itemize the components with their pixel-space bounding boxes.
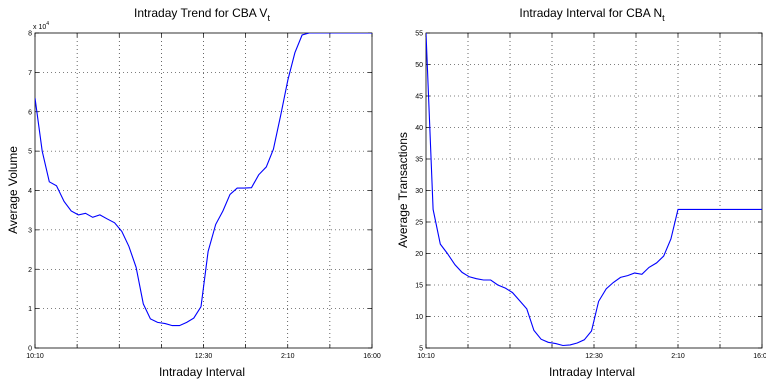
volume-y-tick-label: 2	[28, 267, 32, 274]
transactions-y-tick-label: 35	[415, 157, 423, 164]
transactions-y-tick-label: 45	[415, 94, 423, 101]
transactions-chart-panel: Intraday Interval for CBA Nt Intraday In…	[396, 6, 766, 379]
volume-x-tick-label: 2:10	[281, 353, 295, 360]
transactions-y-tick-label: 20	[415, 251, 423, 258]
volume-chart-panel: Intraday Trend for CBA Vt x 104 Intraday…	[6, 6, 381, 379]
volume-y-tick-label: 3	[28, 227, 32, 234]
transactions-y-tick-label: 30	[415, 188, 423, 195]
transactions-x-tick-label: 10:10	[417, 353, 435, 360]
volume-y-tick-label: 8	[28, 31, 32, 38]
volume-chart-ylabel: Average Volume	[6, 146, 20, 234]
volume-y-tick-label: 4	[28, 188, 32, 195]
volume-x-tick-label: 10:10	[26, 353, 44, 360]
transactions-chart-ylabel: Average Transactions	[396, 132, 410, 248]
transactions-x-tick-label: 12:30	[585, 353, 603, 360]
volume-series-line	[35, 33, 372, 327]
transactions-x-tick-label: 2:10	[671, 353, 685, 360]
transactions-y-tick-label: 25	[415, 220, 423, 227]
volume-chart-xlabel: Intraday Interval	[159, 365, 245, 379]
volume-chart-y-multiplier: x 104	[33, 21, 49, 31]
volume-x-tick-label: 16:00	[363, 353, 381, 360]
transactions-series-line	[426, 33, 762, 347]
transactions-y-tick-label: 40	[415, 125, 423, 132]
transactions-y-tick-label: 55	[415, 31, 423, 38]
volume-y-tick-label: 5	[28, 149, 32, 156]
transactions-y-tick-label: 10	[415, 314, 423, 321]
volume-y-tick-label: 6	[28, 109, 32, 116]
transactions-chart-xlabel: Intraday Interval	[549, 365, 635, 379]
transactions-y-tick-label: 15	[415, 283, 423, 290]
transactions-chart-title: Intraday Interval for CBA Nt	[519, 6, 665, 23]
transactions-x-tick-label: 16:00	[753, 353, 766, 360]
transactions-y-tick-label: 5	[419, 346, 423, 353]
volume-y-tick-label: 7	[28, 70, 32, 77]
volume-chart-title: Intraday Trend for CBA Vt	[134, 6, 270, 23]
volume-x-tick-label: 12:30	[195, 353, 213, 360]
volume-y-tick-label: 1	[28, 306, 32, 313]
transactions-y-tick-label: 50	[415, 62, 423, 69]
volume-y-tick-label: 0	[28, 346, 32, 353]
